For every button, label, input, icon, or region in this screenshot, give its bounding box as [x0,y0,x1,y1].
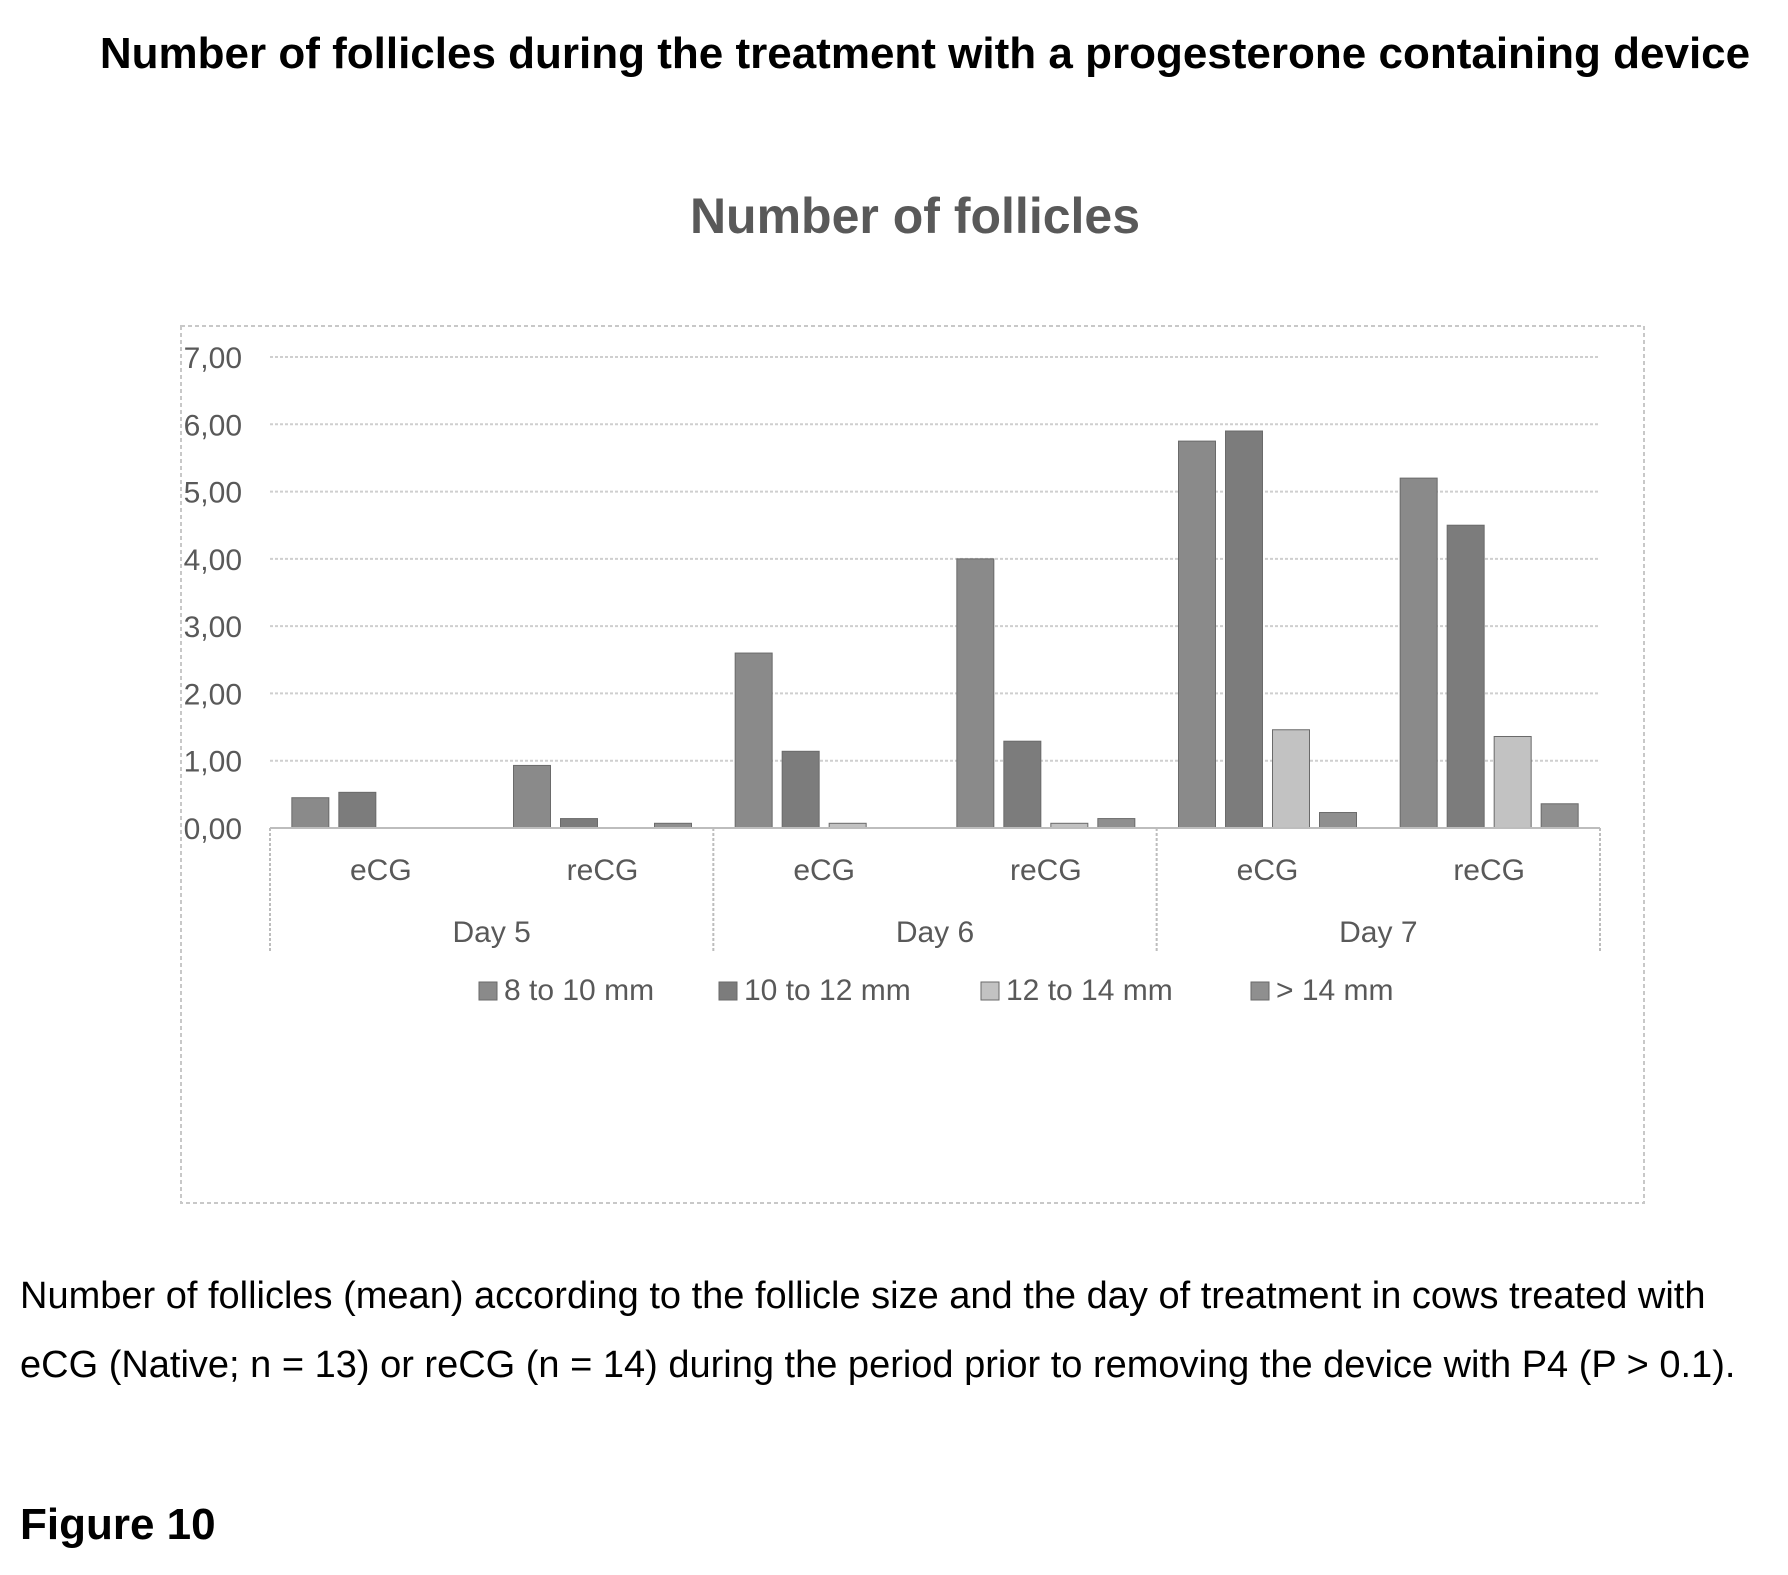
legend-label: 12 to 14 mm [1006,974,1173,1007]
bar [1225,430,1263,829]
figure-label: Figure 10 [20,1500,216,1549]
legend-label: 10 to 12 mm [744,974,911,1007]
y-tick-label: 3,00 [184,611,242,644]
bar [513,764,551,829]
x-category-label: reCG [1010,854,1082,887]
x-category-label: eCG [793,854,855,887]
bar [1399,477,1438,829]
bar [560,818,598,829]
x-category-label: reCG [567,854,639,887]
bar [781,750,820,829]
bar [1097,818,1136,829]
bar [291,797,330,829]
bar [1493,735,1532,829]
bar [1540,803,1579,829]
legend-swatch [980,981,1000,1001]
y-tick-label: 6,00 [184,409,242,442]
bar [1003,740,1042,829]
bar [338,791,377,829]
bars [291,430,1579,829]
x-axis: eCG reCG eCG reCG eCG reCG Day 5 Day 6 Day 7 [269,827,1601,953]
legend-swatch [478,981,498,1001]
x-group-label: Day 7 [1339,916,1417,949]
gridlines [270,356,1600,762]
y-tick-label: 1,00 [184,746,242,779]
y-tick-label: 2,00 [184,678,242,711]
page-heading: Number of follicles during the treatment… [99,29,1751,78]
x-group-label: Day 6 [896,916,974,949]
x-group-label: Day 5 [452,916,530,949]
bar [1178,440,1216,829]
bar [1319,812,1357,829]
chart-container: Number of follicles 0,00 1,00 2,00 3,00 4,00… [180,188,1645,1205]
chart-area-border [180,325,1645,1204]
legend-swatch [1250,981,1270,1001]
bar-chart: Number of follicles 0,00 1,00 2,00 3,00 4,00… [180,188,1645,1204]
legend-swatch [718,981,738,1001]
y-tick-label: 7,00 [184,342,242,375]
y-tick-label: 0,00 [184,813,242,846]
x-category-label: eCG [350,854,412,887]
y-axis-ticks: 0,00 1,00 2,00 3,00 4,00 5,00 6,00 7,00 [184,342,242,846]
legend-label: 8 to 10 mm [504,974,654,1007]
x-category-label: reCG [1453,854,1525,887]
y-tick-label: 5,00 [184,477,242,510]
y-tick-label: 4,00 [184,544,242,577]
legend: 8 to 10 mm 10 to 12 mm 12 to 14 mm > 14 mm [478,974,1394,1007]
chart-title: Number of follicles [690,188,1140,244]
x-category-label: eCG [1237,854,1299,887]
legend-label: > 14 mm [1276,974,1394,1007]
figure-caption: Number of follicles (mean) according to … [20,1275,1736,1386]
bar [1272,729,1310,829]
bar [1446,524,1485,829]
bar [734,652,773,829]
bar [956,558,995,829]
